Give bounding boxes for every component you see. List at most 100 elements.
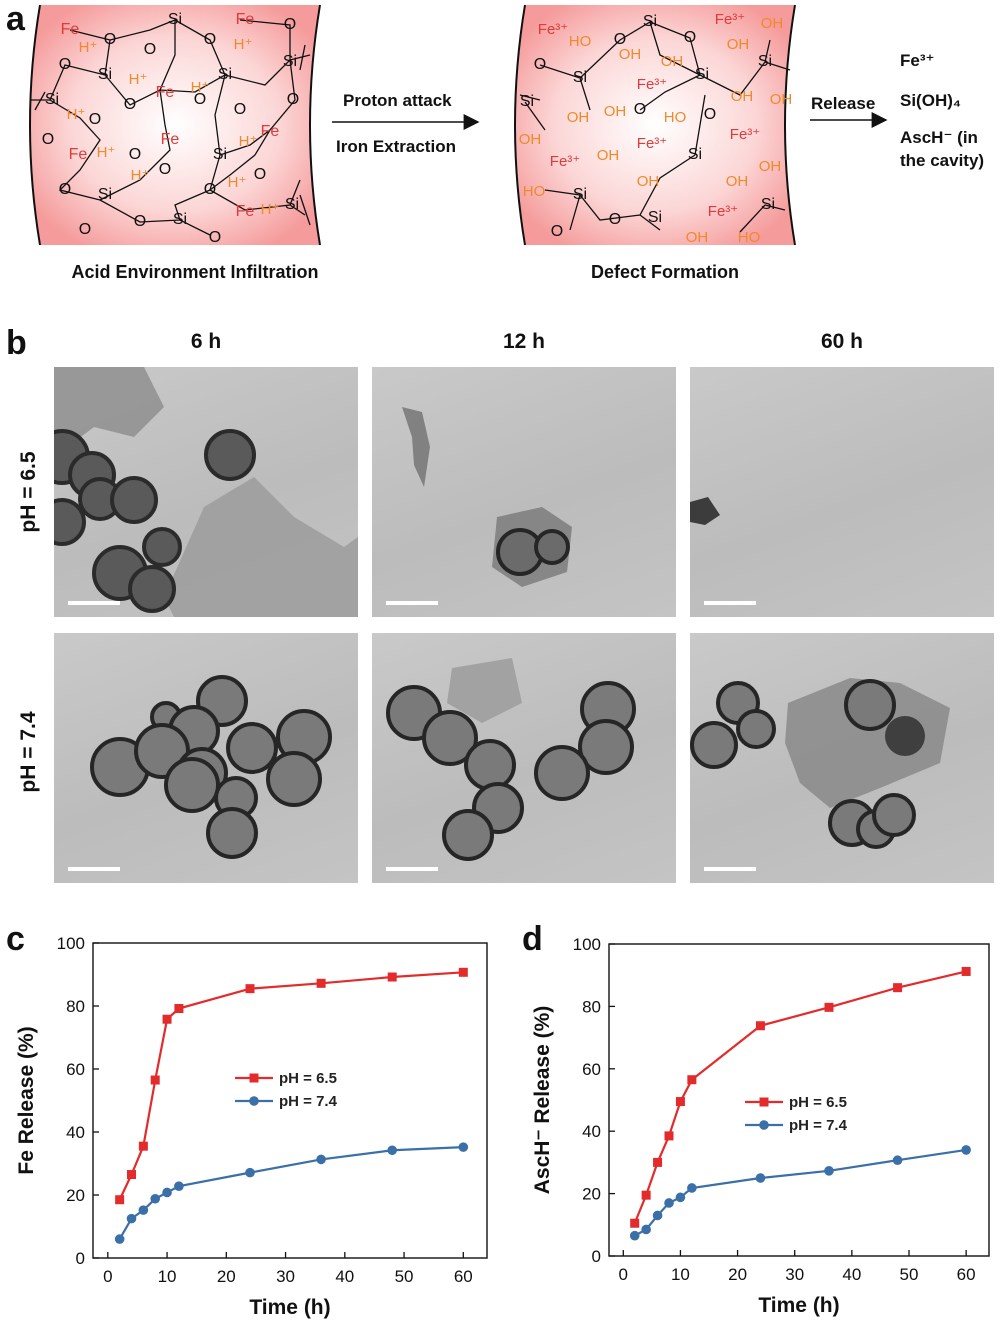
x-tick-label: 50 (395, 1267, 414, 1286)
data-point (174, 1004, 184, 1014)
svg-text:O: O (254, 166, 266, 183)
legend-marker (759, 1097, 769, 1107)
x-axis-label: Time (h) (249, 1296, 330, 1319)
right-fe3-labels: Fe³⁺ Fe³⁺ Fe³⁺ Fe³⁺ Fe³⁺ Fe³⁺ Fe³⁺ (538, 11, 760, 220)
svg-text:O: O (634, 101, 646, 118)
right-si-o-labels: Si Si Si Si Si Si Si Si Si O O O O O O O (520, 13, 775, 240)
x-tick-label: 50 (900, 1265, 919, 1284)
product-asch-line1: AscH⁻ (in (900, 128, 978, 147)
data-point (675, 1192, 686, 1203)
svg-text:O: O (614, 31, 626, 48)
svg-text:O: O (534, 56, 546, 73)
data-point (675, 1097, 685, 1107)
svg-text:Si: Si (45, 91, 59, 108)
data-point (316, 1154, 326, 1165)
svg-text:H⁺: H⁺ (131, 167, 150, 184)
data-point (387, 1145, 398, 1156)
data-point (458, 1142, 469, 1152)
col-head-12h: 12 h (502, 330, 546, 353)
svg-text:Fe: Fe (161, 131, 180, 148)
y-axis-label: Fe Release (%) (15, 1026, 38, 1174)
svg-text:Si: Si (218, 66, 232, 83)
svg-text:H⁺: H⁺ (97, 144, 116, 161)
data-point (961, 966, 971, 976)
chart-fe-release: 0 20 40 60 80 100 0 10 20 30 40 50 60 Time (h) Fe Rele… (15, 934, 488, 1319)
data-point (893, 983, 903, 993)
data-point (653, 1157, 663, 1167)
svg-text:O: O (204, 31, 216, 48)
svg-text:OH: OH (597, 147, 620, 164)
x-tick-label: 30 (785, 1265, 804, 1284)
svg-text:Fe³⁺: Fe³⁺ (538, 21, 568, 38)
data-point (162, 1187, 172, 1198)
scale-bar (386, 601, 438, 605)
left-shell-wall (30, 5, 320, 245)
arrow1-top-label: Proton attack (343, 91, 452, 110)
plot-frame (92, 942, 488, 1259)
data-point (641, 1190, 651, 1200)
svg-text:O: O (104, 31, 116, 48)
svg-text:HO: HO (523, 183, 546, 200)
product-siliconhydroxide: Si(OH)₄ (900, 91, 961, 110)
x-tick-label: 40 (335, 1267, 354, 1286)
scale-bar (68, 867, 120, 871)
svg-text:O: O (59, 56, 71, 73)
scale-bar (704, 867, 756, 871)
panel-letter-c: c (6, 920, 25, 958)
svg-text:Si: Si (643, 13, 657, 30)
caption-acid-environment: Acid Environment Infiltration (71, 262, 319, 282)
svg-text:OH: OH (759, 158, 782, 175)
svg-text:Fe³⁺: Fe³⁺ (550, 153, 580, 170)
tem-ph74-6h (54, 633, 358, 883)
panel-letter-b: b (6, 324, 27, 362)
panel-letter-a: a (6, 0, 25, 38)
svg-text:OH: OH (731, 88, 754, 105)
legend-label: pH = 6.5 (279, 1070, 337, 1087)
y-tick-label: 80 (66, 997, 85, 1016)
data-point (115, 1195, 125, 1205)
legend-marker (759, 1120, 769, 1130)
panel-a-schematic: Fe Fe Fe Fe Fe Fe Fe H⁺ H⁺ H⁺ H⁺ H⁺ H⁺ H… (29, 4, 888, 246)
svg-text:O: O (234, 101, 246, 118)
svg-text:Si: Si (168, 11, 182, 28)
svg-text:O: O (42, 131, 54, 148)
scale-bar (386, 867, 438, 871)
y-tick-label: 0 (76, 1249, 85, 1268)
x-tick-label: 20 (728, 1265, 747, 1284)
data-point (824, 1166, 834, 1176)
svg-text:O: O (159, 161, 171, 178)
col-head-60h: 60 h (820, 330, 864, 353)
left-si-o-labels: Si Si Si Si Si Si Si Si Si O O O O O O O… (42, 11, 299, 246)
tem-ph65-60h (690, 367, 994, 617)
data-point (150, 1193, 161, 1204)
data-point (892, 1155, 903, 1166)
scale-bar (704, 601, 756, 605)
tem-ph74-60h (690, 633, 994, 883)
chart-asch-release: 0 20 40 60 80 100 0 10 20 30 40 50 60 Time (h) AscH⁻ R… (531, 935, 990, 1317)
panel-letter-d: d (522, 920, 543, 958)
data-point (174, 1181, 184, 1191)
scale-bar (68, 601, 120, 605)
data-point (458, 967, 468, 977)
y-tick-label: 100 (573, 935, 601, 954)
caption-defect-formation: Defect Formation (590, 262, 740, 282)
data-point (150, 1075, 160, 1085)
y-tick-label: 20 (66, 1186, 85, 1205)
data-point (316, 978, 326, 988)
x-tick-label: 20 (217, 1267, 236, 1286)
data-point (664, 1198, 674, 1208)
svg-text:OH: OH (519, 131, 542, 148)
svg-text:O: O (204, 181, 216, 198)
svg-text:H⁺: H⁺ (79, 39, 98, 56)
x-tick-label: 30 (276, 1267, 295, 1286)
left-fe-labels: Fe Fe Fe Fe Fe Fe Fe (61, 11, 280, 220)
x-tick-label: 0 (619, 1265, 628, 1284)
svg-text:HO: HO (738, 229, 761, 246)
svg-text:OH: OH (770, 91, 793, 108)
tem-ph65-12h (372, 367, 676, 617)
left-proton-labels: H⁺ H⁺ H⁺ H⁺ H⁺ H⁺ H⁺ H⁺ H⁺ H⁺ (67, 36, 280, 218)
svg-text:OH: OH (604, 103, 627, 120)
svg-text:O: O (284, 16, 296, 33)
col-head-6h: 6 h (190, 330, 222, 353)
svg-text:O: O (144, 41, 156, 58)
